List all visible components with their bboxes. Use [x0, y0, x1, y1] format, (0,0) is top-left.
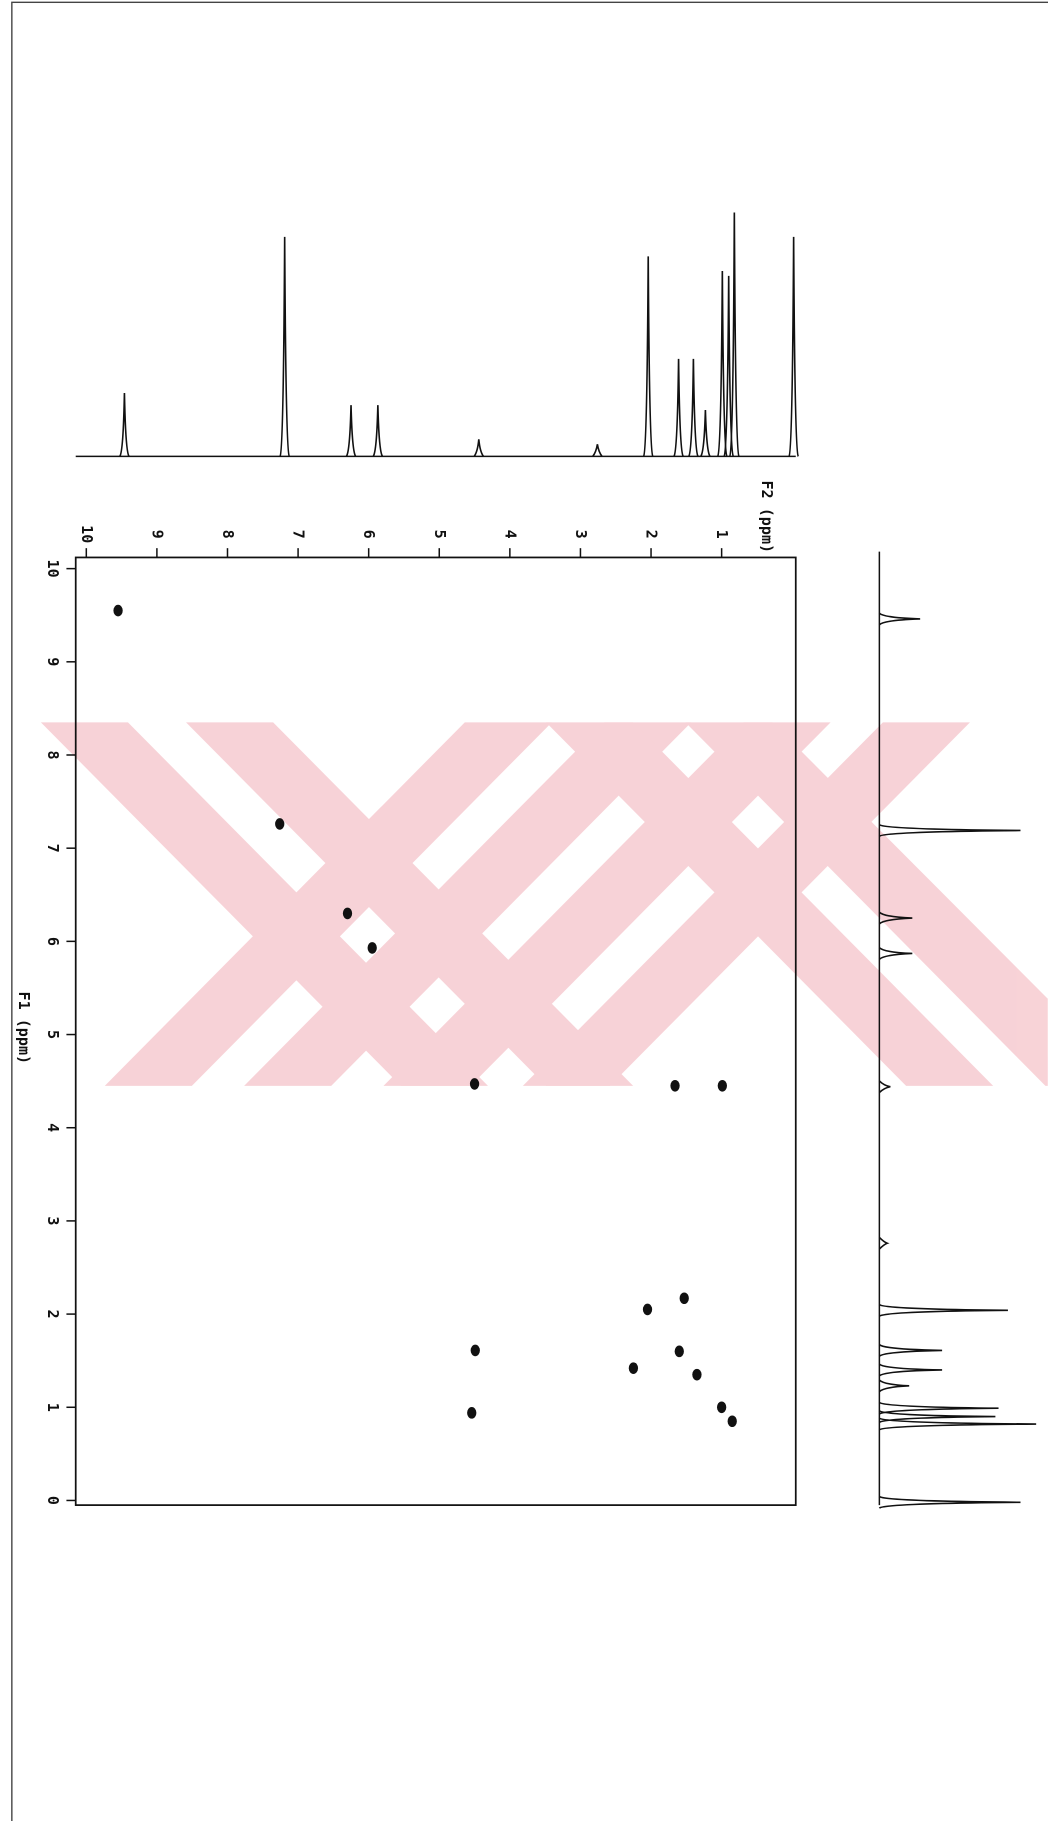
cross-peak — [343, 908, 352, 920]
x-axis-label: F2 (ppm) — [758, 480, 776, 553]
page: {"chart_data": {"type": "scatter", "x_la… — [0, 0, 1048, 1821]
y-tick-label: 10 — [44, 560, 62, 578]
watermark — [41, 722, 1048, 1086]
side-projection-peak — [879, 613, 920, 625]
cross-peak — [728, 1415, 737, 1427]
x-tick-label: 1 — [713, 530, 731, 539]
cross-peak — [368, 942, 377, 954]
y-axis-label: F1 (ppm) — [15, 991, 33, 1064]
top-projection-peak — [674, 359, 683, 457]
y-tick-label: 9 — [44, 657, 62, 666]
side-projection-peak — [879, 1364, 942, 1376]
x-tick-label: 3 — [572, 530, 590, 539]
top-projection-peak — [789, 237, 798, 456]
top-projection-peak — [120, 393, 129, 456]
top-projection-peak — [474, 439, 483, 456]
cross-peak — [670, 1080, 679, 1092]
cross-peak — [675, 1346, 684, 1358]
cross-peak — [113, 605, 122, 617]
y-tick-label: 5 — [44, 1030, 62, 1039]
top-projection-peak — [689, 359, 698, 457]
y-tick-label: 0 — [44, 1496, 62, 1505]
x-tick-label: 8 — [219, 530, 237, 539]
cross-peak — [629, 1362, 638, 1374]
x-tick-label: 2 — [643, 530, 661, 539]
x-tick-label: 6 — [360, 530, 378, 539]
y-tick-label: 8 — [44, 750, 62, 759]
side-projection-peak — [879, 1345, 942, 1357]
x-tick-label: 10 — [78, 525, 96, 543]
x-tick-label: 5 — [431, 530, 449, 539]
top-projection-peak — [280, 237, 289, 456]
x-tick-label: 4 — [501, 530, 519, 539]
side-projection-peak — [879, 1418, 1036, 1430]
side-projection-peak — [879, 1402, 998, 1414]
top-projection-peak — [644, 256, 653, 456]
side-projection-peak — [879, 825, 1020, 837]
cross-peak — [692, 1369, 701, 1381]
cross-peak — [471, 1345, 480, 1357]
chart: F2 (ppm) F1 (ppm) 1098765432110987654321… — [0, 0, 1048, 1821]
y-tick-label: 1 — [44, 1403, 62, 1412]
side-projection-peak — [879, 1497, 1020, 1509]
cross-peak — [467, 1407, 476, 1419]
side-projection-peak — [879, 1237, 887, 1249]
y-tick-label: 3 — [44, 1216, 62, 1225]
y-tick-label: 4 — [44, 1123, 62, 1132]
cross-peak — [680, 1292, 689, 1304]
top-projection-peak — [373, 405, 382, 456]
y-tick-label: 7 — [44, 844, 62, 853]
cross-peak — [643, 1304, 652, 1316]
top-projection-peak — [593, 444, 602, 456]
y-tick-label: 2 — [44, 1310, 62, 1319]
cross-peak — [470, 1078, 479, 1090]
cross-peak — [718, 1080, 727, 1092]
cross-peak — [717, 1401, 726, 1413]
cross-peak — [275, 818, 284, 830]
side-projection-peak — [879, 1305, 1008, 1317]
x-tick-label: 9 — [148, 530, 166, 539]
top-projection-peak — [346, 405, 355, 456]
side-projection-peak — [879, 1081, 890, 1093]
x-tick-label: 7 — [290, 530, 308, 539]
side-projection-peak — [879, 1380, 909, 1392]
side-projection-peak — [879, 948, 912, 960]
top-projection-peak — [701, 410, 710, 456]
y-tick-label: 6 — [44, 937, 62, 946]
